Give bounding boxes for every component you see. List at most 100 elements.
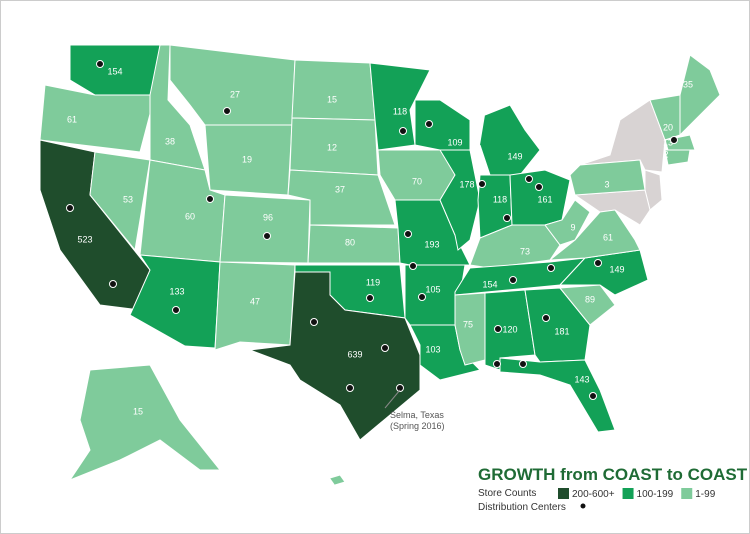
store-count: 15: [327, 94, 337, 104]
dc-dot: [594, 259, 602, 267]
store-count: 19: [242, 154, 252, 164]
state: [39, 84, 156, 153]
store-count: 47: [250, 296, 260, 306]
dc-dot: [535, 183, 543, 191]
legend-swatch: [558, 488, 569, 499]
state: [214, 261, 296, 351]
legend-label: 100-199: [637, 489, 674, 500]
state: [544, 199, 591, 246]
dc-dot: [263, 232, 271, 240]
store-count: 105: [425, 284, 440, 294]
state: [89, 151, 151, 252]
dc-dot: [404, 230, 412, 238]
state: [249, 271, 421, 441]
store-count: 60: [185, 211, 195, 221]
store-count: 37: [335, 184, 345, 194]
state: [68, 364, 222, 482]
legend-swatch: [622, 488, 634, 499]
dc-dot: [670, 136, 678, 144]
states: [39, 44, 721, 486]
state: [664, 149, 691, 166]
legend-label: 1-99: [695, 489, 715, 500]
dc-dot: [346, 384, 354, 392]
store-count: 523: [77, 234, 92, 244]
store-count: 61: [67, 114, 77, 124]
dc-dot: [109, 280, 117, 288]
store-count: 143: [574, 374, 589, 384]
store-count: 178: [459, 179, 474, 189]
store-count: 2: [663, 149, 668, 159]
store-count: 154: [107, 66, 122, 76]
dc-dot: [381, 344, 389, 352]
store-count: 133: [169, 286, 184, 296]
store-count: 89: [585, 294, 595, 304]
annotation: Selma, Texas: [390, 410, 444, 420]
dc-dot: [66, 204, 74, 212]
dc-dot: [366, 294, 374, 302]
store-count: 118: [393, 106, 407, 116]
store-count: 27: [230, 89, 240, 99]
dc-dot: [96, 60, 104, 68]
dc-dot: [493, 360, 501, 368]
dc-dot: [172, 306, 180, 314]
dc-dot: [509, 276, 517, 284]
state: [439, 149, 481, 251]
store-count: 80: [345, 237, 355, 247]
state: [679, 54, 721, 137]
store-count: 15: [133, 406, 143, 416]
store-count: 38: [165, 136, 175, 146]
store-count: 118: [493, 194, 507, 204]
dc-legend-label: Distribution Centers: [478, 502, 566, 513]
dc-dot: [399, 127, 407, 135]
state: [569, 159, 646, 196]
legend-label: 200-600+: [572, 489, 615, 500]
state: [219, 194, 311, 264]
dc-dot: [478, 180, 486, 188]
dc-dot: [310, 318, 318, 326]
state: [548, 209, 641, 261]
store-count: 61: [603, 232, 613, 242]
dc-dot: [418, 293, 426, 301]
dc-dot: [503, 214, 511, 222]
store-count: 181: [554, 326, 569, 336]
title: GROWTH from COAST to COAST: [478, 465, 748, 484]
store-count: 12: [327, 142, 337, 152]
dc-dot: [519, 360, 527, 368]
store-count: 154: [482, 279, 497, 289]
dc-dot: [409, 262, 417, 270]
store-count: 149: [609, 264, 624, 274]
annotation: (Spring 2016): [390, 421, 445, 431]
store-count: 75: [463, 319, 473, 329]
dc-dot: [542, 314, 550, 322]
legend-heading: Store Counts: [478, 488, 536, 499]
store-count: 103: [425, 344, 440, 354]
store-count: 35: [683, 79, 693, 89]
store-count: 9: [570, 222, 575, 232]
dc-legend-dot: [580, 503, 586, 509]
state: [291, 59, 376, 121]
state: [329, 474, 346, 486]
store-count: 109: [447, 137, 462, 147]
store-count: 161: [537, 194, 552, 204]
distribution-centers: [66, 60, 678, 400]
store-count: 13: [663, 137, 673, 147]
store-count: 3: [604, 179, 609, 189]
state: [499, 357, 616, 433]
dc-dot: [494, 325, 502, 333]
store-count: 96: [263, 212, 273, 222]
dc-dot: [525, 175, 533, 183]
store-count: 12: [367, 507, 377, 517]
dc-dot: [206, 195, 214, 203]
annotation-pointer: [384, 389, 401, 409]
dc-dot: [589, 392, 597, 400]
dc-dot: [425, 120, 433, 128]
legend: 200-600+ 100-199 1-99: [558, 488, 716, 500]
store-count: 70: [412, 176, 422, 186]
legend-swatch: [681, 488, 693, 499]
dc-dot: [547, 264, 555, 272]
state: [644, 169, 663, 211]
state: [559, 284, 616, 326]
store-count: 53: [123, 194, 133, 204]
